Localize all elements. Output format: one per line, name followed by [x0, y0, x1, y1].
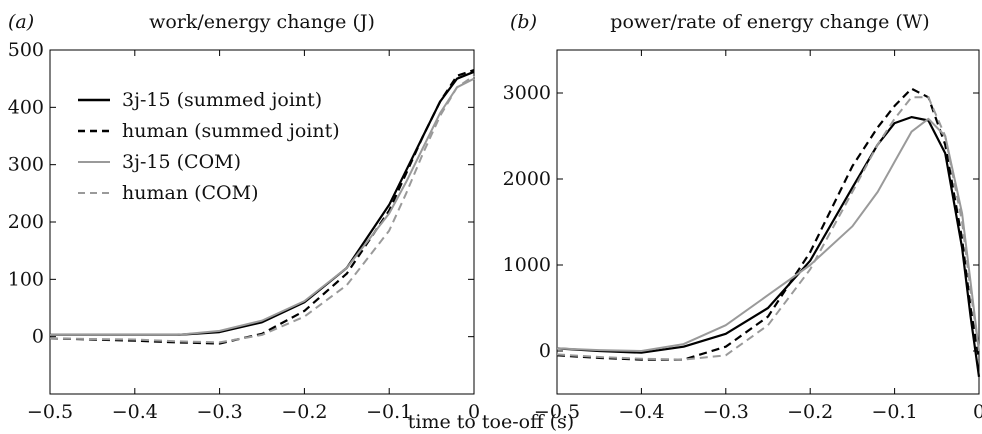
shared-x-axis-label: time to toe-off (s) [408, 411, 574, 433]
panel-b-x-tick-label: −0.2 [787, 401, 833, 423]
panel-b-x-tick-label: −0.1 [872, 401, 918, 423]
panel-b-x-tick-label: 0 [973, 401, 982, 423]
panel-a-series [49, 69, 475, 345]
panel-b-series [556, 87, 981, 377]
panel-b-title: power/rate of energy change (W) [610, 11, 929, 33]
panel-a-y-tick-label: 400 [8, 96, 44, 118]
panel-a-y-tick-label: 200 [8, 211, 44, 233]
panel-b-series-line-0 [556, 115, 981, 377]
legend: 3j-15 (summed joint) human (summed joint)… [78, 89, 340, 204]
panel-a-x-tick-label: −0.2 [281, 401, 327, 423]
panel-a-series-line-1 [49, 69, 475, 345]
legend-label: human (COM) [122, 182, 259, 204]
panel-a: (a) work/energy change (J) 0 100 200 300 400… [8, 11, 480, 423]
panel-b-y-ticks: 0 1000 2000 3000 [503, 82, 979, 362]
panel-a-x-tick-label: −0.5 [27, 401, 73, 423]
panel-a-x-ticks: −0.5 −0.4 −0.3 −0.2 −0.1 0 [27, 50, 480, 423]
panel-a-y-tick-label: 0 [32, 326, 44, 348]
panel-a-series-line-2 [50, 77, 475, 336]
panel-b-x-tick-label: −0.3 [703, 401, 749, 423]
panel-a-y-tick-label: 300 [8, 154, 44, 176]
panel-a-x-tick-label: −0.3 [197, 401, 243, 423]
panel-a-label: (a) [8, 11, 34, 33]
panel-a-y-tick-label: 100 [8, 268, 44, 290]
panel-b-x-tick-label: −0.4 [618, 401, 664, 423]
panel-b-y-tick-label: 1000 [503, 254, 551, 276]
legend-label: 3j-15 (summed joint) [122, 89, 322, 111]
panel-a-y-tick-label: 500 [8, 39, 44, 61]
panel-b-y-tick-label: 2000 [503, 168, 551, 190]
panel-b-y-tick-label: 3000 [503, 82, 551, 104]
panel-a-y-ticks: 0 100 200 300 400 500 [8, 39, 474, 348]
panel-a-series-line-0 [50, 70, 475, 336]
legend-label: human (summed joint) [122, 120, 340, 142]
panel-b-series-line-3 [556, 96, 980, 361]
panel-b-y-tick-label: 0 [539, 340, 551, 362]
panel-a-x-tick-label: 0 [468, 401, 480, 423]
panel-b-label: (b) [510, 11, 537, 33]
panel-a-x-tick-label: −0.4 [112, 401, 158, 423]
legend-label: 3j-15 (COM) [122, 151, 241, 173]
panel-a-series-line-3 [49, 74, 475, 344]
panel-b-x-tick-label: −0.5 [534, 401, 580, 423]
panel-a-x-tick-label: −0.1 [366, 401, 412, 423]
panel-b: (b) power/rate of energy change (W) 0 100… [503, 11, 982, 423]
panel-b-x-ticks: −0.5 −0.4 −0.3 −0.2 −0.1 0 [534, 50, 982, 423]
panel-a-title: work/energy change (J) [149, 11, 375, 33]
panel-b-frame [556, 49, 980, 395]
